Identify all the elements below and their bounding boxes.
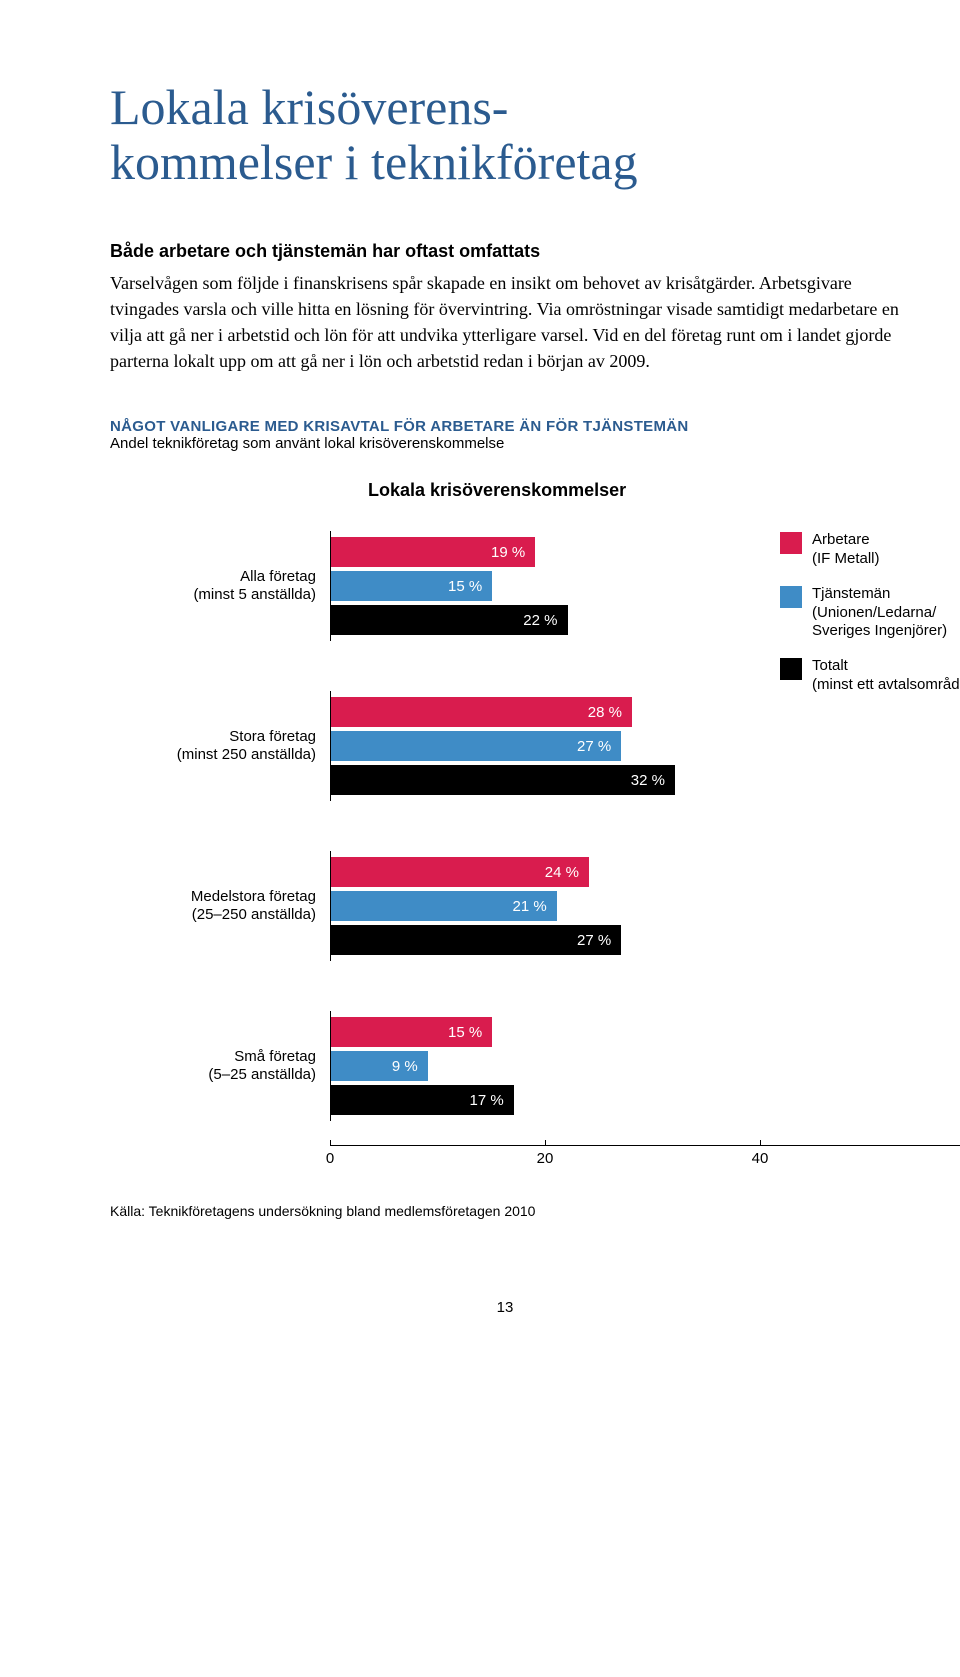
bar-value-label: 17 % bbox=[470, 1092, 504, 1109]
row-label-line: Små företag bbox=[110, 1048, 316, 1067]
bar-value-label: 24 % bbox=[545, 864, 579, 881]
lead-paragraph: Både arbetare och tjänstemän har oftast … bbox=[110, 238, 900, 264]
bar-slot: 17 % bbox=[331, 1083, 760, 1117]
bar-slot: 22 % bbox=[331, 603, 760, 637]
legend-item: Arbetare(IF Metall) bbox=[780, 531, 960, 569]
axis-tick-label: 0 bbox=[326, 1150, 334, 1167]
axis-tick-label: 40 bbox=[752, 1150, 769, 1167]
chart-source: Källa: Teknikföretagens undersökning bla… bbox=[110, 1203, 900, 1219]
legend-sub: (minst ett avtalsområde) bbox=[812, 676, 960, 695]
row-label: Alla företag(minst 5 anställda) bbox=[110, 531, 330, 641]
row-label-line: (25–250 anställda) bbox=[110, 906, 316, 925]
chart-caption-sub: Andel teknikföretag som använt lokal kri… bbox=[110, 435, 900, 452]
bar-slot: 27 % bbox=[331, 923, 760, 957]
legend-swatch bbox=[780, 532, 802, 554]
row-label: Medelstora företag(25–250 anställda) bbox=[110, 851, 330, 961]
chart-title: Lokala krisöverenskommelser bbox=[368, 480, 900, 501]
bar-value-label: 32 % bbox=[631, 772, 665, 789]
bar-slot: 19 % bbox=[331, 535, 760, 569]
legend-swatch bbox=[780, 586, 802, 608]
bar: 27 % bbox=[331, 925, 621, 955]
bar-value-label: 22 % bbox=[523, 612, 557, 629]
legend-swatch bbox=[780, 658, 802, 680]
bar-value-label: 27 % bbox=[577, 738, 611, 755]
chart-row: Små företag(5–25 anställda) 15 % 9 % 17 % bbox=[110, 1011, 900, 1121]
title-line-2: kommelser i teknikföretag bbox=[110, 134, 638, 190]
row-label-line: (minst 5 anställda) bbox=[110, 586, 316, 605]
bar: 32 % bbox=[331, 765, 675, 795]
bar-slot: 32 % bbox=[331, 763, 760, 797]
legend-title: Totalt bbox=[812, 657, 960, 676]
axis-line-extension bbox=[760, 1145, 960, 1146]
bar-slot: 21 % bbox=[331, 889, 760, 923]
bars-column: 15 % 9 % 17 % bbox=[330, 1011, 760, 1121]
bar: 19 % bbox=[331, 537, 535, 567]
title-line-1: Lokala krisöverens- bbox=[110, 79, 508, 135]
row-label: Små företag(5–25 anställda) bbox=[110, 1011, 330, 1121]
bar-value-label: 28 % bbox=[588, 704, 622, 721]
bars-column: 28 % 27 % 32 % bbox=[330, 691, 760, 801]
bar: 15 % bbox=[331, 571, 492, 601]
bar-value-label: 21 % bbox=[513, 898, 547, 915]
x-axis: 02040Procent bbox=[330, 1145, 760, 1175]
bar-value-label: 27 % bbox=[577, 932, 611, 949]
bar: 27 % bbox=[331, 731, 621, 761]
bar: 24 % bbox=[331, 857, 589, 887]
bar: 17 % bbox=[331, 1085, 514, 1115]
legend-item: Totalt(minst ett avtalsområde) bbox=[780, 657, 960, 695]
row-label-line: (minst 250 anställda) bbox=[110, 746, 316, 765]
axis-tick bbox=[545, 1140, 546, 1146]
bars-column: 24 % 21 % 27 % bbox=[330, 851, 760, 961]
page-title: Lokala krisöverens- kommelser i teknikfö… bbox=[110, 80, 900, 190]
row-label-line: Stora företag bbox=[110, 728, 316, 747]
legend-sub: (Unionen/Ledarna/ Sveriges Ingenjörer) bbox=[812, 604, 960, 642]
bar: 9 % bbox=[331, 1051, 428, 1081]
bar-slot: 15 % bbox=[331, 1015, 760, 1049]
page-number: 13 bbox=[110, 1299, 900, 1316]
chart-legend: Arbetare(IF Metall) Tjänstemän(Unionen/Le… bbox=[780, 531, 960, 710]
bar-value-label: 9 % bbox=[392, 1058, 418, 1075]
bar-slot: 27 % bbox=[331, 729, 760, 763]
bar-slot: 28 % bbox=[331, 695, 760, 729]
legend-title: Tjänstemän bbox=[812, 585, 960, 604]
bar-slot: 9 % bbox=[331, 1049, 760, 1083]
row-label: Stora företag(minst 250 anställda) bbox=[110, 691, 330, 801]
bar-slot: 24 % bbox=[331, 855, 760, 889]
bar: 21 % bbox=[331, 891, 557, 921]
chart-row: Medelstora företag(25–250 anställda)24 %… bbox=[110, 851, 900, 961]
chart-caption-title: NÅGOT VANLIGARE MED KRISAVTAL FÖR ARBETA… bbox=[110, 418, 900, 435]
legend-title: Arbetare bbox=[812, 531, 880, 550]
legend-item: Tjänstemän(Unionen/Ledarna/ Sveriges Ing… bbox=[780, 585, 960, 641]
axis-tick-label: 20 bbox=[537, 1150, 554, 1167]
bar-value-label: 15 % bbox=[448, 578, 482, 595]
bar: 28 % bbox=[331, 697, 632, 727]
body-paragraph: Varselvågen som följde i finanskrisens s… bbox=[110, 270, 900, 374]
bar-slot: 15 % bbox=[331, 569, 760, 603]
legend-sub: (IF Metall) bbox=[812, 550, 880, 569]
row-label-line: Medelstora företag bbox=[110, 888, 316, 907]
bar-value-label: 19 % bbox=[491, 544, 525, 561]
bars-column: 19 % 15 % 22 % bbox=[330, 531, 760, 641]
bar-value-label: 15 % bbox=[448, 1024, 482, 1041]
row-label-line: Alla företag bbox=[110, 568, 316, 587]
lead-bold: Både arbetare och tjänstemän har oftast … bbox=[110, 241, 540, 261]
bar: 15 % bbox=[331, 1017, 492, 1047]
axis-tick bbox=[760, 1140, 761, 1146]
axis-tick bbox=[330, 1140, 331, 1146]
bar-chart: Arbetare(IF Metall)Tjänstemän(Unionen/Le… bbox=[110, 531, 900, 1175]
row-label-line: (5–25 anställda) bbox=[110, 1066, 316, 1085]
bar: 22 % bbox=[331, 605, 568, 635]
